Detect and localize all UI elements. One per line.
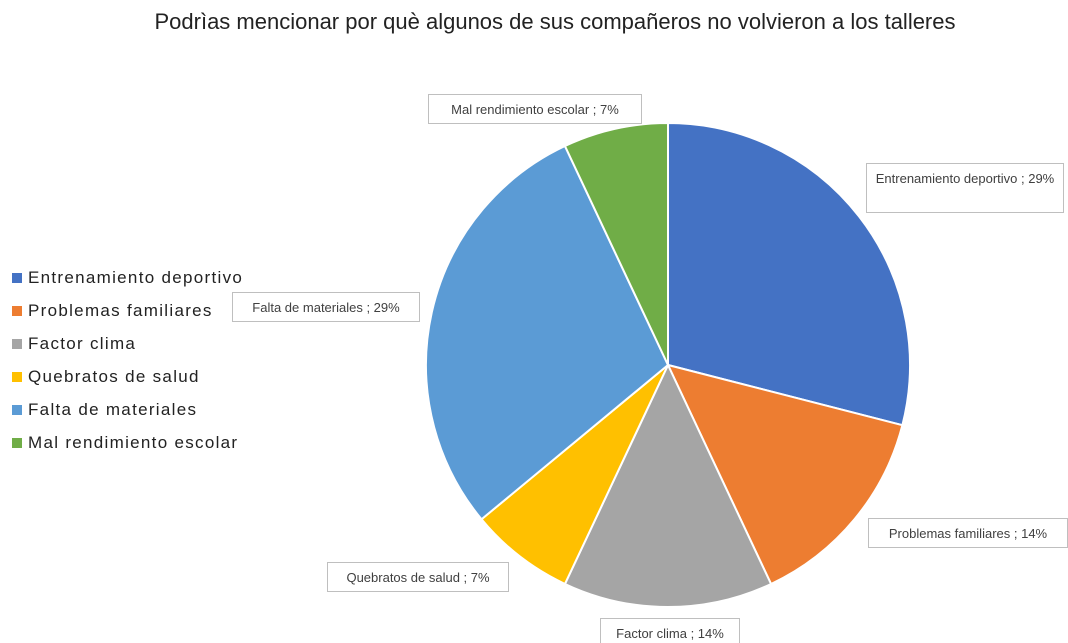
- data-label: Factor clima ; 14%: [600, 618, 740, 643]
- pie-slice: [425, 144, 670, 521]
- legend-swatch: [12, 273, 22, 283]
- legend-label: Mal rendimiento escolar: [28, 433, 239, 452]
- legend-item: Entrenamiento deportivo: [12, 268, 243, 288]
- pie-slice: [563, 362, 773, 608]
- legend-swatch: [12, 438, 22, 448]
- data-label: Quebratos de salud ; 7%: [327, 562, 509, 592]
- legend-swatch: [12, 372, 22, 382]
- pie-slice: [480, 364, 669, 586]
- data-label: Falta de materiales ; 29%: [232, 292, 420, 322]
- legend-item: Factor clima: [12, 334, 136, 354]
- pie-slice: [666, 363, 904, 586]
- legend-label: Quebratos de salud: [28, 367, 200, 386]
- legend-swatch: [12, 339, 22, 349]
- legend-swatch: [12, 306, 22, 316]
- legend-label: Entrenamiento deportivo: [28, 268, 244, 287]
- legend-swatch: [12, 405, 22, 415]
- legend-label: Falta de materiales: [28, 400, 198, 419]
- legend-label: Problemas familiares: [28, 301, 213, 320]
- data-label: Mal rendimiento escolar ; 7%: [428, 94, 642, 124]
- data-label: Entrenamiento deportivo ; 29%: [866, 163, 1064, 213]
- pie-slice: [667, 121, 911, 427]
- data-label: Problemas familiares ; 14%: [868, 518, 1068, 548]
- chart-title: Podrìas mencionar por què algunos de sus…: [154, 9, 956, 34]
- legend-item: Quebratos de salud: [12, 367, 200, 387]
- legend-item: Mal rendimiento escolar: [12, 433, 238, 453]
- legend-item: Falta de materiales: [12, 400, 197, 420]
- pie-slice: [563, 121, 669, 366]
- legend-label: Factor clima: [28, 334, 137, 353]
- legend-item: Problemas familiares: [12, 301, 213, 321]
